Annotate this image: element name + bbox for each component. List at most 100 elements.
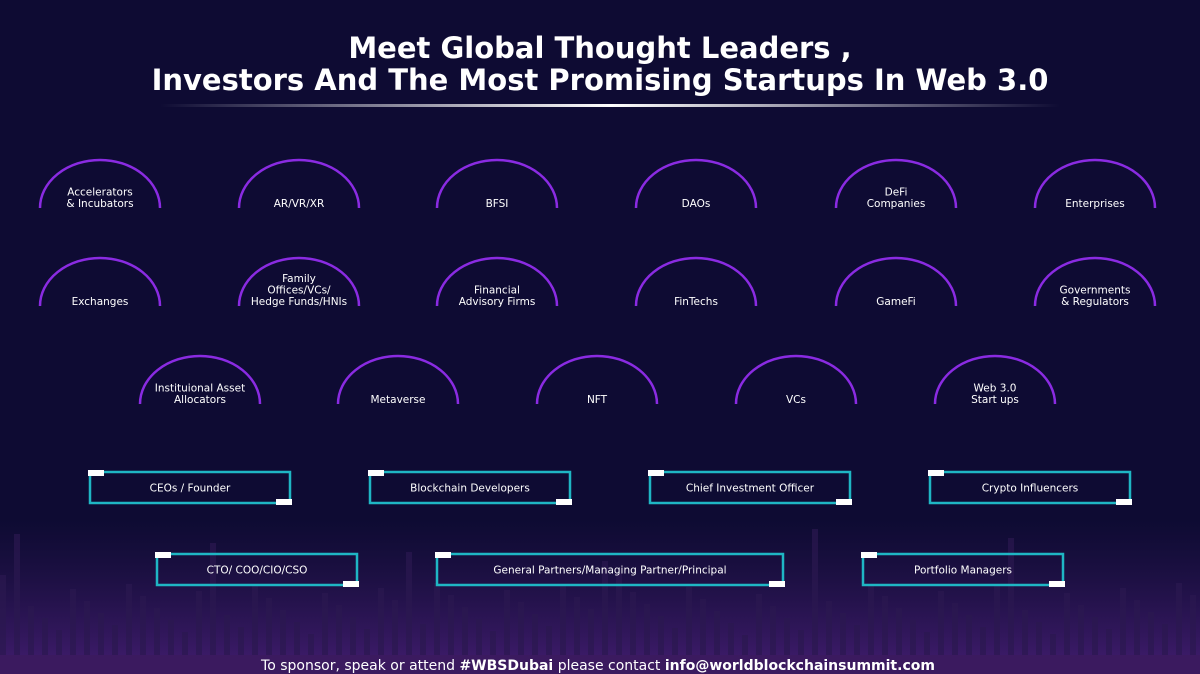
decor-bar bbox=[350, 617, 356, 655]
decor-bar bbox=[252, 586, 258, 655]
decor-bar bbox=[476, 619, 482, 655]
box-corner bbox=[769, 581, 785, 587]
decor-bar bbox=[714, 611, 720, 655]
decor-bar bbox=[952, 603, 958, 655]
decor-bar bbox=[126, 584, 132, 655]
footer-email: info@worldblockchainsummit.com bbox=[665, 658, 935, 674]
decor-bar bbox=[1176, 583, 1182, 655]
decor-bar bbox=[1022, 610, 1028, 655]
decor-bar bbox=[826, 601, 832, 655]
decor-bars bbox=[0, 529, 1196, 655]
category-arc bbox=[138, 354, 262, 405]
category-arc bbox=[38, 158, 162, 209]
decor-bar bbox=[882, 596, 888, 655]
role-box bbox=[648, 470, 852, 505]
decor-bar bbox=[462, 607, 468, 655]
decor-bar bbox=[1050, 634, 1056, 655]
decor-bar bbox=[574, 597, 580, 655]
category-label: Metaverse bbox=[371, 394, 426, 406]
category-label: Financial bbox=[474, 285, 520, 297]
category-label: Advisory Firms bbox=[459, 296, 536, 308]
decor-bar bbox=[938, 591, 944, 655]
decor-bar bbox=[28, 606, 34, 655]
box-corner bbox=[435, 552, 451, 558]
category-label: Allocators bbox=[174, 394, 226, 406]
category-arc bbox=[933, 354, 1057, 405]
decor-bar bbox=[966, 615, 972, 655]
decor-bar bbox=[1078, 605, 1084, 655]
decor-bar bbox=[1036, 622, 1042, 655]
category-label: GameFi bbox=[876, 296, 915, 308]
decor-bar bbox=[84, 601, 90, 655]
category-label: NFT bbox=[587, 394, 608, 406]
role-box bbox=[928, 470, 1132, 505]
decor-bar bbox=[1120, 588, 1126, 655]
decor-bar bbox=[336, 605, 342, 655]
decor-bar bbox=[1190, 595, 1196, 655]
decor-bar bbox=[420, 624, 426, 655]
decor-bar bbox=[448, 595, 454, 655]
decor-bar bbox=[406, 552, 412, 655]
box-corner bbox=[1049, 581, 1065, 587]
footer-band bbox=[0, 655, 1200, 674]
decor-bar bbox=[770, 606, 776, 655]
box-corner bbox=[88, 470, 104, 476]
decor-bar bbox=[182, 632, 188, 655]
decor-bar bbox=[238, 627, 244, 655]
decor-bar bbox=[630, 592, 636, 655]
category-arc bbox=[237, 158, 361, 209]
role-box bbox=[861, 552, 1065, 587]
decor-bar bbox=[532, 614, 538, 655]
category-arc bbox=[435, 256, 559, 307]
box-corner bbox=[648, 470, 664, 476]
decor-bar bbox=[756, 594, 762, 655]
category-label: DAOs bbox=[682, 198, 711, 210]
category-label: VCs bbox=[786, 394, 806, 406]
decor-bar bbox=[504, 590, 510, 655]
box-corner bbox=[276, 499, 292, 505]
decor-bar bbox=[798, 630, 804, 655]
category-arc bbox=[734, 354, 858, 405]
category-label: Web 3.0 bbox=[974, 383, 1017, 395]
category-label: AR/VR/XR bbox=[274, 198, 325, 210]
decor-bar bbox=[994, 586, 1000, 655]
category-label: Hedge Funds/HNIs bbox=[251, 296, 347, 308]
category-arc bbox=[38, 256, 162, 307]
decor-bar bbox=[140, 596, 146, 655]
decor bbox=[0, 520, 1200, 655]
title-underline bbox=[160, 104, 1060, 107]
category-arc bbox=[834, 256, 958, 307]
decor-bar bbox=[42, 618, 48, 655]
decor-bar bbox=[308, 634, 314, 655]
decor-bar bbox=[854, 625, 860, 655]
decor-bar bbox=[896, 608, 902, 655]
title-line: Meet Global Thought Leaders , bbox=[348, 31, 851, 65]
role-label: CEOs / Founder bbox=[150, 483, 231, 495]
category-label: Exchanges bbox=[72, 296, 129, 308]
box-corner bbox=[155, 552, 171, 558]
role-label: CTO/ COO/CIO/CSO bbox=[207, 565, 308, 577]
decor-bar bbox=[322, 593, 328, 655]
category-arc bbox=[237, 256, 361, 307]
decor-bar bbox=[588, 609, 594, 655]
category-label: & Incubators bbox=[66, 198, 133, 210]
category-label: Family bbox=[282, 273, 316, 285]
category-label: DeFi bbox=[885, 187, 908, 199]
category-label: Start ups bbox=[971, 394, 1019, 406]
decor-bar bbox=[154, 608, 160, 655]
decor-bar bbox=[378, 588, 384, 655]
box-corner bbox=[861, 552, 877, 558]
category-label: Accelerators bbox=[67, 187, 132, 199]
role-box bbox=[155, 552, 359, 587]
role-box bbox=[88, 470, 292, 505]
decor-bar bbox=[1092, 617, 1098, 655]
decor-bar bbox=[910, 620, 916, 655]
decor-bar bbox=[924, 632, 930, 655]
role-label: Chief Investment Officer bbox=[686, 483, 815, 495]
decor-bar bbox=[210, 543, 216, 655]
decor-bar bbox=[672, 628, 678, 655]
decor-bar bbox=[434, 583, 440, 655]
box-corner bbox=[556, 499, 572, 505]
decor-bar bbox=[840, 613, 846, 655]
